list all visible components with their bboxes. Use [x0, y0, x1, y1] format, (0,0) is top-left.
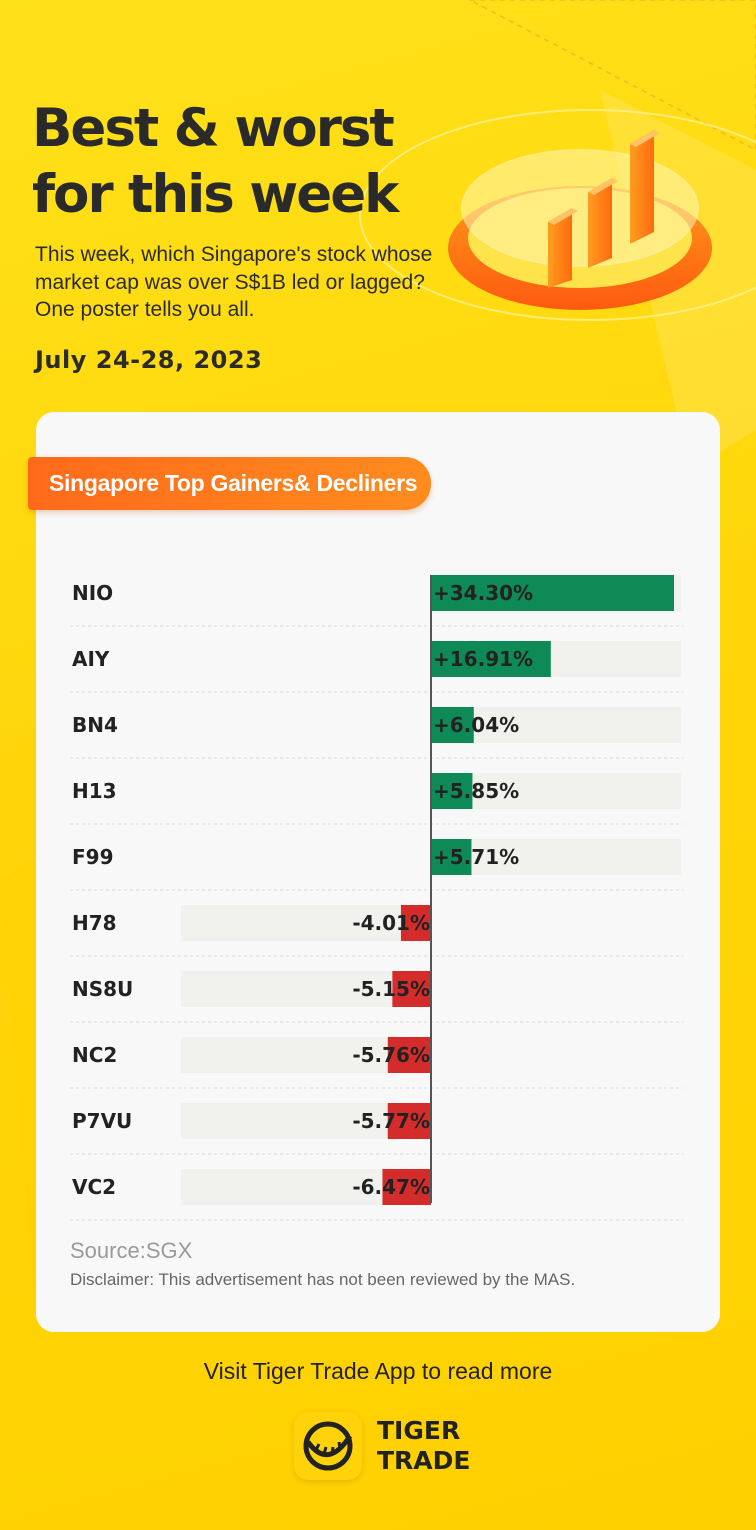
- value-label: -4.01%: [352, 911, 430, 935]
- bar-track: [181, 905, 431, 941]
- ticker-label: VC2: [72, 1175, 116, 1199]
- title-line-2: for this week: [32, 164, 399, 225]
- ticker-label: P7VU: [72, 1109, 132, 1133]
- loss-bar: [387, 1103, 431, 1139]
- cta-text[interactable]: Visit Tiger Trade App to read more: [203, 1358, 553, 1384]
- value-label: -5.77%: [352, 1109, 430, 1133]
- source-label: Source:SGX: [70, 1238, 193, 1263]
- value-label: +34.30%: [433, 581, 533, 605]
- bar-track: [181, 971, 431, 1007]
- brand-line-2: TRADE: [377, 1446, 471, 1475]
- intro-text: This week, which Singapore's stock whose…: [35, 243, 433, 321]
- value-label: +5.85%: [433, 779, 519, 803]
- loss-bar: [400, 905, 431, 941]
- loss-bar: [392, 971, 431, 1007]
- bar-track: [431, 839, 681, 875]
- ticker-label: BN4: [72, 713, 118, 737]
- loss-bar: [387, 1037, 431, 1073]
- value-label: -6.47%: [352, 1175, 430, 1199]
- ticker-label: NC2: [72, 1043, 117, 1067]
- gain-bar: [431, 641, 551, 677]
- date-range: July 24-28, 2023: [35, 346, 263, 374]
- brand-line-1: TIGER: [377, 1416, 461, 1445]
- gain-bar: [431, 575, 674, 611]
- ticker-label: AIY: [72, 647, 110, 671]
- bar-chart-illustration-icon: [448, 130, 712, 310]
- ticker-label: H78: [72, 911, 117, 935]
- value-label: -5.76%: [352, 1043, 430, 1067]
- ticker-label: NIO: [72, 581, 113, 605]
- value-label: +16.91%: [433, 647, 533, 671]
- gain-bar: [431, 839, 472, 875]
- ticker-label: F99: [72, 845, 114, 869]
- gain-bar: [431, 707, 474, 743]
- ticker-label: H13: [72, 779, 117, 803]
- page-title: Best & worst for this week: [32, 96, 452, 228]
- disclaimer-text: Disclaimer: This advertisement has not b…: [70, 1270, 576, 1289]
- chart-title-pill: Singapore Top Gainers& Decliners: [28, 457, 432, 510]
- title-line-1: Best & worst: [32, 98, 395, 159]
- brand-name: TIGER TRADE: [377, 1416, 470, 1476]
- value-label: +6.04%: [433, 713, 519, 737]
- bar-track: [431, 773, 681, 809]
- gain-bar: [431, 773, 473, 809]
- loss-bar: [382, 1169, 431, 1205]
- tiger-logo-icon: [294, 1412, 362, 1480]
- ticker-label: NS8U: [72, 977, 133, 1001]
- value-label: +5.71%: [433, 845, 519, 869]
- value-label: -5.15%: [352, 977, 430, 1001]
